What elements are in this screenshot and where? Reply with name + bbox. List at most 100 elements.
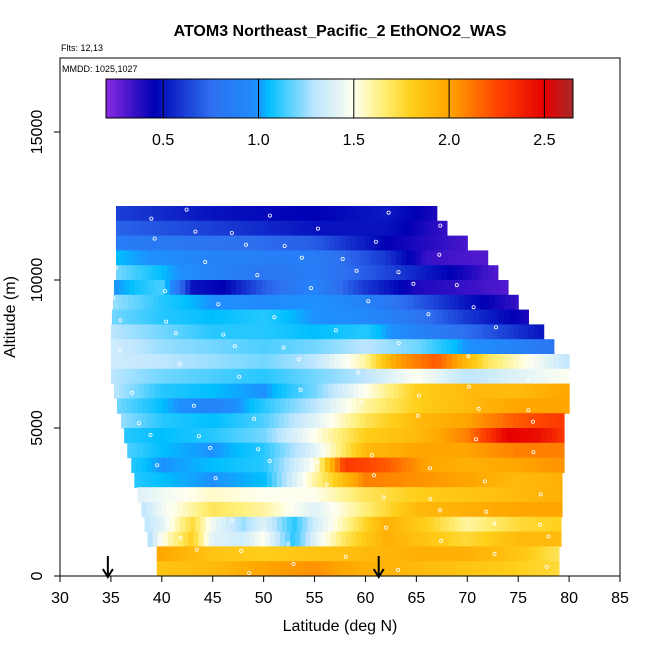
heatmap-cell (462, 354, 468, 370)
heatmap-cell (156, 457, 163, 473)
heatmap-cell (502, 354, 509, 370)
heatmap-cell (329, 354, 336, 370)
heatmap-cell (136, 457, 143, 473)
colorbar-segment (479, 79, 484, 118)
heatmap-cell (292, 472, 298, 488)
heatmap-cell (136, 368, 143, 385)
heatmap-cell (248, 265, 255, 281)
heatmap-cell (437, 309, 444, 325)
heatmap-cell (553, 368, 560, 385)
heatmap-cell (280, 294, 287, 311)
heatmap-cell (167, 398, 174, 414)
heatmap-cell (548, 368, 555, 385)
heatmap-cell (396, 220, 402, 237)
heatmap-cell (327, 472, 334, 488)
heatmap-cell (453, 398, 459, 414)
heatmap-cell (495, 280, 502, 296)
heatmap-cell (212, 235, 219, 251)
heatmap-cell (528, 354, 535, 370)
heatmap-cell (261, 472, 268, 488)
heatmap-cell (516, 383, 522, 399)
heatmap-cell (334, 368, 341, 385)
heatmap-cell (381, 531, 388, 547)
heatmap-cell (197, 324, 204, 340)
heatmap-cell (470, 472, 477, 488)
heatmap-cell (225, 428, 232, 444)
heatmap-cell (239, 442, 245, 459)
heatmap-cell (375, 502, 382, 518)
heatmap-cell (310, 398, 317, 414)
heatmap-cell (429, 383, 436, 399)
heatmap-cell (385, 354, 392, 370)
heatmap-cell (370, 546, 377, 562)
heatmap-cell (341, 309, 347, 325)
heatmap-cell (121, 250, 127, 266)
heatmap-cell (472, 354, 479, 370)
heatmap-cell (508, 339, 514, 355)
colorbar-segment (370, 79, 376, 118)
heatmap-cell (370, 502, 377, 518)
heatmap-cell (203, 487, 210, 503)
heatmap-cell (325, 309, 332, 325)
heatmap-cell (173, 531, 179, 547)
colorbar-tick-label: 0.5 (152, 132, 174, 149)
heatmap-cell (518, 413, 524, 429)
heatmap-cell (538, 546, 545, 562)
heatmap-row (141, 502, 563, 518)
heatmap-cell (244, 442, 250, 459)
heatmap-cell (361, 398, 368, 414)
heatmap-cell (487, 339, 494, 355)
heatmap-cell (146, 354, 153, 370)
heatmap-row (137, 487, 563, 503)
heatmap-cell (142, 487, 149, 503)
heatmap-cell (250, 294, 257, 311)
heatmap-cell (458, 398, 464, 414)
heatmap-cell (309, 235, 316, 251)
heatmap-cell (350, 502, 356, 518)
heatmap-cell (370, 413, 377, 429)
heatmap-cell (437, 442, 444, 459)
heatmap-cell (414, 516, 421, 533)
heatmap-cell (492, 502, 499, 518)
heatmap-cell (411, 457, 417, 473)
heatmap-cell (431, 502, 438, 518)
flights-label: Flts: 12,13 (61, 43, 103, 53)
colorbar-segment (471, 79, 477, 118)
colorbar-segment (335, 79, 340, 118)
heatmap-cell (253, 354, 260, 370)
heatmap-cell (396, 250, 402, 266)
heatmap-cell (116, 368, 122, 385)
heatmap-cell (222, 561, 229, 577)
heatmap-cell (427, 442, 434, 459)
heatmap-cell (141, 235, 148, 251)
heatmap-cell (390, 368, 397, 385)
heatmap-cell (254, 487, 261, 503)
heatmap-cell (233, 250, 239, 266)
heatmap-cell (355, 413, 361, 429)
heatmap-cell (419, 516, 426, 533)
heatmap-cell (292, 280, 298, 296)
heatmap-cell (370, 457, 377, 473)
heatmap-cell (353, 472, 359, 488)
heatmap-cell (408, 294, 414, 311)
heatmap-cell (185, 516, 191, 533)
heatmap-cell (372, 294, 379, 311)
heatmap-cell (472, 250, 479, 266)
heatmap-cell (375, 413, 382, 429)
heatmap-cell (228, 206, 234, 222)
heatmap-cell (295, 309, 301, 325)
sample-point (381, 495, 386, 500)
colorbar-segment (561, 79, 566, 118)
heatmap-cell (396, 413, 402, 429)
heatmap-cell (126, 250, 132, 266)
heatmap-cell (385, 368, 392, 385)
heatmap-cell (243, 413, 249, 429)
heatmap-cell (265, 294, 272, 311)
heatmap-cell (467, 324, 473, 340)
heatmap-cell (497, 413, 504, 429)
heatmap-cell (329, 220, 336, 237)
heatmap-cell (151, 265, 158, 281)
heatmap-cell (502, 339, 509, 355)
colorbar-segment (425, 79, 430, 118)
heatmap-cell (375, 250, 382, 266)
